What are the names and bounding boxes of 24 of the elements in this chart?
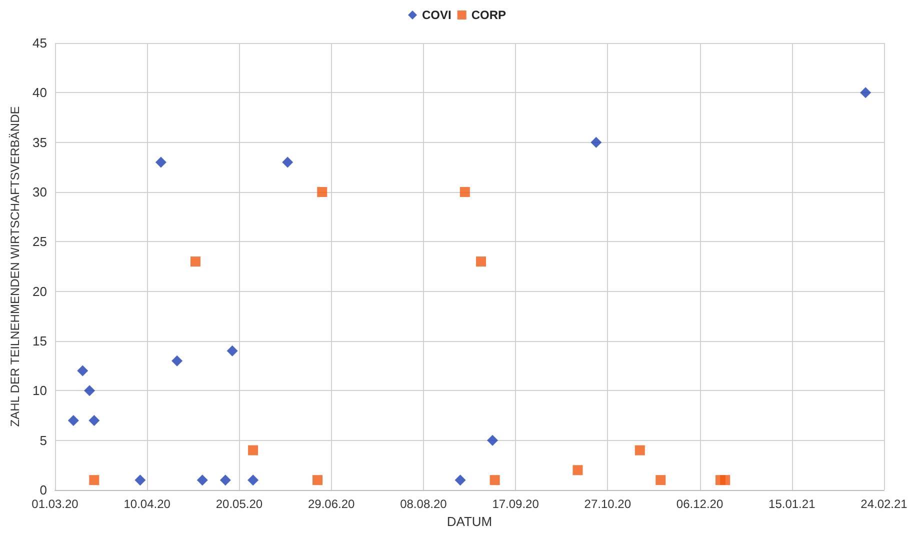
x-tick-label: 08.08.20 (400, 497, 448, 511)
y-tick-label: 15 (32, 334, 47, 348)
y-tick-label: 30 (32, 184, 47, 200)
x-tick-label: 10.04.20 (124, 497, 171, 511)
legend-label: COVI (422, 8, 452, 22)
y-tick-label: 20 (32, 284, 47, 299)
y-tick-label: 0 (40, 482, 47, 498)
legend-label: CORP (471, 8, 506, 22)
x-tick-label: 01.03.20 (32, 497, 79, 511)
y-tick-label: 35 (32, 134, 47, 150)
y-tick-label: 25 (32, 234, 47, 250)
x-tick-label: 06.12.20 (676, 497, 724, 511)
y-axis-title: ZAHL DER TEILNEHMENDEN WIRTSCHAFTSVERBÄNDE (8, 106, 22, 427)
y-tick-label: 10 (32, 383, 47, 398)
x-tick-label: 20.05.20 (216, 497, 263, 511)
x-tick-label: 27.10.20 (584, 497, 632, 511)
y-tick-label: 40 (32, 85, 47, 100)
x-tick-label: 17.09.20 (492, 497, 540, 511)
x-axis-title: DATUM (446, 514, 492, 529)
x-tick-label: 24.02.21 (860, 497, 908, 511)
y-tick-label: 5 (40, 432, 47, 448)
x-tick-label: 29.06.20 (308, 497, 356, 511)
y-tick-label: 45 (32, 36, 47, 50)
x-tick-label: 15.01.21 (768, 497, 816, 511)
